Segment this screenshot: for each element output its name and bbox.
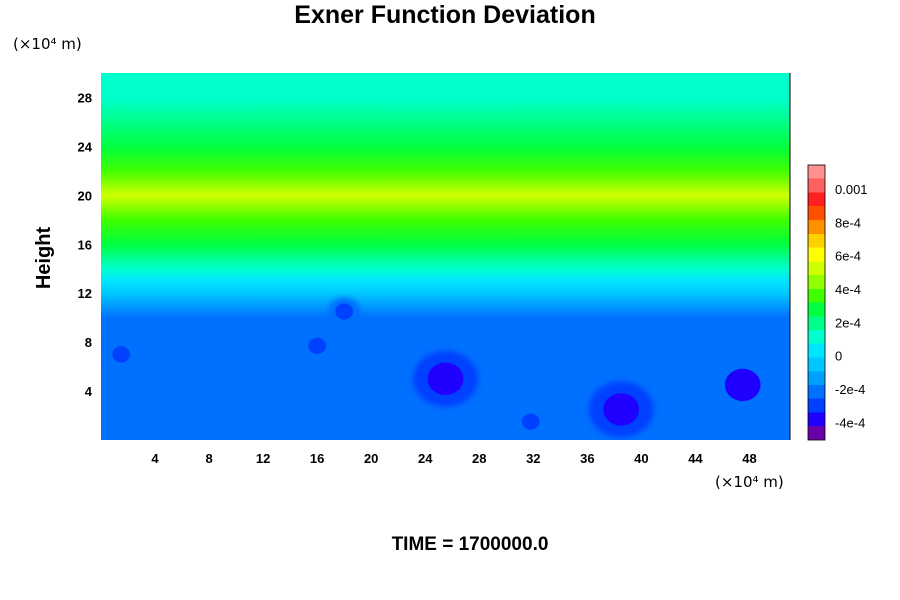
colorbar-tick-label: -2e-4	[835, 382, 865, 397]
x-tick-label: 48	[742, 451, 756, 466]
chart-title: Exner Function Deviation	[294, 1, 595, 29]
plot-area	[101, 73, 790, 440]
colorbar-tick-label: 8e-4	[835, 215, 861, 230]
x-tick-label: 20	[364, 451, 378, 466]
x-axis-ticks: 4 8 12 16 20 24 28 32 36 40 44 48	[151, 451, 756, 466]
colorbar-tick-label: -4e-4	[835, 415, 865, 430]
x-tick-label: 4	[151, 451, 159, 466]
anomaly-core	[603, 393, 639, 426]
y-axis-ticks: 4 8 12 16 20 24 28	[78, 90, 93, 399]
anomaly-core	[335, 303, 354, 320]
x-axis-unit: (×10⁴ m)	[715, 473, 784, 491]
x-tick-label: 44	[688, 451, 703, 466]
colorbar-tick-label: 4e-4	[835, 282, 861, 297]
colorbar-tick-label: 0.001	[835, 182, 868, 197]
colorbar-ticks: 0.001 8e-4 6e-4 4e-4 2e-4 0 -2e-4 -4e-4	[835, 182, 868, 430]
x-tick-label: 24	[418, 451, 433, 466]
anomaly-core	[521, 413, 540, 430]
colorbar-tick-label: 2e-4	[835, 315, 861, 330]
y-tick-label: 24	[78, 139, 93, 154]
y-tick-label: 12	[78, 286, 92, 301]
x-tick-label: 36	[580, 451, 594, 466]
x-tick-label: 16	[310, 451, 324, 466]
y-tick-label: 8	[85, 335, 92, 350]
x-tick-label: 12	[256, 451, 270, 466]
x-tick-label: 8	[205, 451, 212, 466]
y-tick-label: 4	[85, 384, 93, 399]
y-tick-label: 28	[78, 90, 92, 105]
anomaly-core	[308, 337, 327, 354]
y-axis-unit: (×10⁴ m)	[13, 35, 82, 53]
x-tick-label: 32	[526, 451, 540, 466]
anomaly-core	[724, 368, 761, 402]
colorbar-gradient	[807, 164, 826, 441]
anomaly-core	[112, 346, 131, 363]
time-label: TIME = 1700000.0	[392, 534, 549, 555]
y-tick-label: 20	[78, 188, 92, 203]
colorbar-tick-label: 0	[835, 349, 842, 364]
y-axis-label: Height	[33, 227, 55, 290]
x-tick-label: 28	[472, 451, 486, 466]
y-tick-label: 16	[78, 237, 92, 252]
x-tick-label: 40	[634, 451, 648, 466]
colorbar: 0.001 8e-4 6e-4 4e-4 2e-4 0 -2e-4 -4e-4	[807, 164, 868, 441]
colorbar-tick-label: 6e-4	[835, 249, 861, 264]
anomaly-core	[427, 362, 464, 395]
